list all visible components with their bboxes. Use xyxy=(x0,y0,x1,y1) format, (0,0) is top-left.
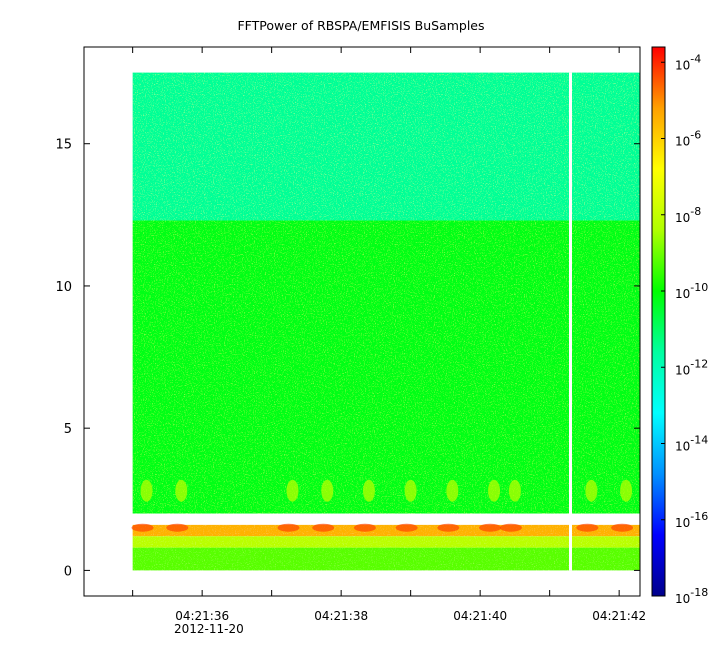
spectrogram-image xyxy=(131,72,640,571)
colorbar-tick-exponent: -18 xyxy=(690,586,708,599)
data-gap xyxy=(569,72,572,571)
colorbar-gradient xyxy=(651,46,666,597)
y-tick-label: 0 xyxy=(64,564,72,579)
spectrogram-band xyxy=(132,72,640,221)
emission-hotspot xyxy=(437,523,460,532)
colorbar-tick-exponent: -12 xyxy=(690,357,708,370)
x-tick-label: 04:21:38 xyxy=(314,609,368,623)
emission-burst xyxy=(321,479,334,502)
colorbar-tick-exponent: -6 xyxy=(690,129,701,142)
emission-hotspot xyxy=(353,523,376,532)
emission-hotspot xyxy=(611,523,634,532)
plot-frame xyxy=(83,46,641,597)
y-tick-label: 10 xyxy=(55,280,72,295)
emission-hotspot xyxy=(576,523,599,532)
emission-burst xyxy=(286,479,299,502)
colorbar-tick-label: 10-4 xyxy=(675,52,701,72)
colorbar-tick-label: 10-8 xyxy=(675,205,701,225)
y-tick-label: 5 xyxy=(64,422,72,437)
x-tick-label: 04:21:36 xyxy=(175,609,229,623)
emission-hotspot xyxy=(312,523,335,532)
colorbar-tick-exponent: -10 xyxy=(690,281,708,294)
spectrogram-band xyxy=(132,536,640,548)
x-tick-label: 04:21:40 xyxy=(453,609,507,623)
x-axis: 04:21:36 04:21:38 04:21:40 04:21:42 xyxy=(132,47,646,623)
emission-burst xyxy=(488,479,501,502)
emission-hotspot xyxy=(166,523,189,532)
colorbar-tick-label: 10-18 xyxy=(675,586,708,606)
colorbar: 10-18 10-16 10-14 10-12 10-10 10-8 10-6 10-4 xyxy=(651,46,708,606)
colorbar-tick-label: 10-16 xyxy=(675,510,708,530)
plot-area xyxy=(83,46,641,597)
colorbar-tick-label: 10-12 xyxy=(675,357,708,377)
colorbar-tick-exponent: -16 xyxy=(690,510,708,523)
emission-burst xyxy=(362,479,375,502)
chart-title: FFTPower of RBSPA/EMFISIS BuSamples xyxy=(237,18,484,33)
y-tick-label: 15 xyxy=(55,138,72,153)
emission-burst xyxy=(620,479,633,502)
emission-hotspot xyxy=(395,523,418,532)
spectrogram-band xyxy=(132,547,640,571)
colorbar-tick-label: 10-14 xyxy=(675,434,708,454)
emission-burst xyxy=(508,479,521,502)
colorbar-tick-label: 10-10 xyxy=(675,281,708,301)
emission-burst xyxy=(175,479,188,502)
x-tick-label: 04:21:42 xyxy=(592,609,646,623)
emission-hotspot xyxy=(499,523,522,532)
colorbar-tick-exponent: -14 xyxy=(690,434,708,447)
colorbar-tick-exponent: -8 xyxy=(690,205,701,218)
emission-burst xyxy=(446,479,459,502)
spectrogram-band xyxy=(132,524,640,537)
spectrogram-band xyxy=(132,220,640,514)
emission-burst xyxy=(585,479,598,502)
colorbar-tick-exponent: -4 xyxy=(690,52,701,65)
y-axis: 0 5 10 15 xyxy=(55,138,640,579)
emission-hotspot xyxy=(131,523,154,532)
emission-burst xyxy=(404,479,417,502)
x-date-label: 2012-11-20 xyxy=(174,622,244,636)
colorbar-tick-label: 10-6 xyxy=(675,129,701,149)
emission-burst xyxy=(140,479,153,502)
emission-hotspot xyxy=(479,523,502,532)
emission-hotspot xyxy=(277,523,300,532)
